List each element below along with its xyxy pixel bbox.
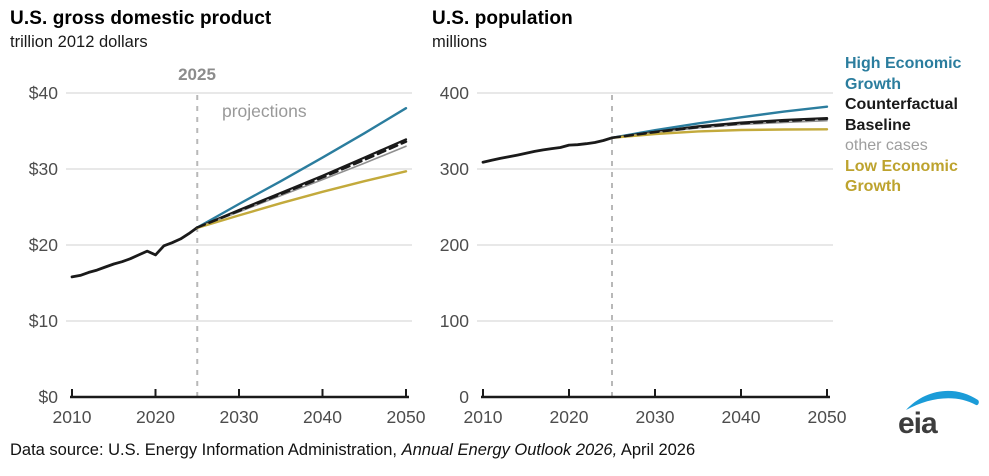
- vline-year-label: 2025: [178, 65, 216, 84]
- gdp-chart-subtitle: trillion 2012 dollars: [10, 33, 148, 51]
- x-tick-label: 2040: [303, 407, 342, 427]
- data-source-prefix: Data source: U.S. Energy Information Adm…: [10, 441, 402, 459]
- data-source-line: Data source: U.S. Energy Information Adm…: [10, 441, 695, 460]
- x-tick-label: 2020: [550, 407, 589, 427]
- x-tick-label: 2030: [636, 407, 675, 427]
- y-tick-label: $40: [29, 83, 58, 103]
- series-other-cases: [196, 145, 407, 229]
- legend-item-low-economic-growth: Low Economic Growth: [845, 157, 958, 196]
- series-high-economic-growth: [196, 106, 408, 229]
- x-tick-label: 2010: [53, 407, 92, 427]
- y-tick-label: $30: [29, 159, 58, 179]
- data-source-suffix: April 2026: [617, 441, 696, 459]
- series-high-economic-growth: [610, 105, 829, 140]
- y-tick-label: 300: [440, 159, 469, 179]
- legend-item-baseline: Baseline: [845, 116, 911, 134]
- eia-logo-swoosh-icon: [906, 390, 979, 410]
- y-tick-label: 400: [440, 83, 469, 103]
- legend-item-other-cases: other cases: [845, 137, 928, 154]
- x-tick-label: 2010: [464, 407, 503, 427]
- series-counterfactual: [196, 138, 408, 229]
- population-chart-title: U.S. population: [432, 8, 573, 29]
- y-tick-label: $10: [29, 311, 58, 331]
- x-tick-label: 2050: [808, 407, 847, 427]
- series-baseline: [196, 140, 408, 229]
- x-tick-label: 2040: [722, 407, 761, 427]
- x-tick-label: 2050: [387, 407, 426, 427]
- y-tick-label: $20: [29, 235, 58, 255]
- series-low-economic-growth: [196, 170, 408, 230]
- y-tick-label: 100: [440, 311, 469, 331]
- series-baseline: [610, 117, 829, 140]
- y-tick-label: $0: [39, 387, 59, 407]
- series-low-economic-growth: [610, 128, 829, 140]
- data-source-publication: Annual Energy Outlook 2026,: [401, 441, 618, 459]
- y-tick-label: 200: [440, 235, 469, 255]
- projections-label: projections: [222, 101, 307, 121]
- eia-logo-text: eia: [898, 407, 938, 440]
- series-history: [481, 136, 614, 164]
- legend-item-counterfactual: Counterfactual: [845, 96, 958, 113]
- population-chart-subtitle: millions: [432, 33, 488, 51]
- series-history: [70, 226, 199, 279]
- legend: High Economic Growth Counterfactual Base…: [845, 54, 989, 198]
- x-tick-label: 2030: [220, 407, 259, 427]
- legend-item-high-economic-growth: High Economic Growth: [845, 55, 962, 93]
- gdp-chart-title: U.S. gross domestic product: [10, 8, 272, 29]
- y-tick-label: 0: [459, 387, 469, 407]
- x-tick-label: 2020: [136, 407, 175, 427]
- eia-logo: eia: [898, 386, 986, 440]
